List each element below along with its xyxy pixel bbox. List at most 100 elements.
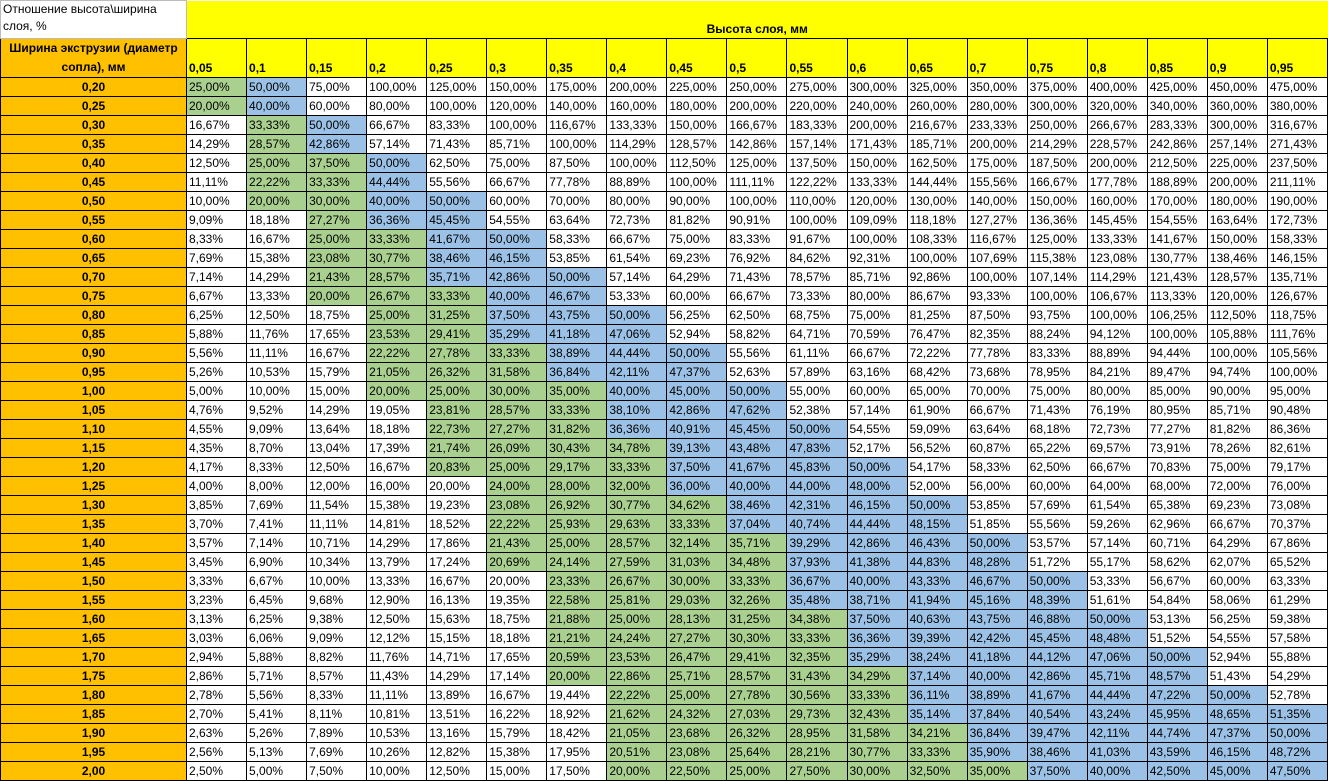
ratio-cell[interactable]: 28,21% — [786, 742, 848, 762]
ratio-cell[interactable]: 52,94% — [666, 324, 728, 344]
ratio-cell[interactable]: 44,83% — [906, 552, 968, 572]
ratio-cell[interactable]: 21,88% — [546, 609, 608, 629]
ratio-cell[interactable]: 30,43% — [546, 438, 608, 458]
ratio-cell[interactable]: 41,67% — [726, 457, 788, 477]
ratio-cell[interactable]: 50,00% — [606, 305, 668, 325]
ratio-cell[interactable]: 107,69% — [966, 248, 1028, 268]
ratio-cell[interactable]: 75,00% — [1026, 381, 1088, 401]
ratio-cell[interactable]: 69,57% — [1086, 438, 1148, 458]
ratio-cell[interactable]: 61,54% — [1086, 495, 1148, 515]
ratio-cell[interactable]: 93,33% — [966, 286, 1028, 306]
ratio-cell[interactable]: 82,35% — [966, 324, 1028, 344]
ratio-cell[interactable]: 33,33% — [426, 286, 488, 306]
ratio-cell[interactable]: 61,11% — [786, 343, 848, 363]
ratio-cell[interactable]: 59,09% — [906, 419, 968, 439]
ratio-cell[interactable]: 76,92% — [726, 248, 788, 268]
ratio-cell[interactable]: 25,93% — [546, 514, 608, 534]
row-header-width[interactable]: 1,25 — [0, 476, 187, 496]
ratio-cell[interactable]: 68,00% — [1146, 476, 1208, 496]
ratio-cell[interactable]: 13,33% — [246, 286, 308, 306]
ratio-cell[interactable]: 140,00% — [546, 96, 608, 116]
row-header-width[interactable]: 0,50 — [0, 191, 187, 211]
ratio-cell[interactable]: 166,67% — [1026, 172, 1088, 192]
ratio-cell[interactable]: 128,57% — [666, 134, 728, 154]
ratio-cell[interactable]: 3,03% — [185, 628, 248, 648]
ratio-cell[interactable]: 7,50% — [306, 761, 368, 781]
ratio-cell[interactable]: 200,00% — [1206, 172, 1268, 192]
ratio-cell[interactable]: 5,56% — [185, 343, 248, 363]
ratio-cell[interactable]: 2,70% — [185, 704, 248, 724]
row-header-width[interactable]: 1,35 — [0, 514, 187, 534]
ratio-cell[interactable]: 12,90% — [366, 590, 428, 610]
ratio-cell[interactable]: 163,64% — [1206, 210, 1268, 230]
ratio-cell[interactable]: 25,00% — [726, 761, 788, 781]
ratio-cell[interactable]: 10,00% — [185, 191, 248, 211]
row-header-width[interactable]: 0,45 — [0, 172, 187, 192]
ratio-cell[interactable]: 65,38% — [1146, 495, 1208, 515]
ratio-cell[interactable]: 64,29% — [666, 267, 728, 287]
column-header-height[interactable]: 0,85 — [1146, 38, 1208, 78]
ratio-cell[interactable]: 51,61% — [1086, 590, 1148, 610]
column-header-height[interactable]: 0,35 — [546, 38, 608, 78]
ratio-cell[interactable]: 38,10% — [606, 400, 668, 420]
ratio-cell[interactable]: 32,50% — [906, 761, 968, 781]
ratio-cell[interactable]: 7,89% — [306, 723, 368, 743]
ratio-cell[interactable]: 40,00% — [846, 571, 908, 591]
ratio-cell[interactable]: 35,14% — [906, 704, 968, 724]
ratio-cell[interactable]: 33,33% — [306, 172, 368, 192]
ratio-cell[interactable]: 18,75% — [486, 609, 548, 629]
ratio-cell[interactable]: 36,00% — [666, 476, 728, 496]
ratio-cell[interactable]: 52,63% — [726, 362, 788, 382]
ratio-cell[interactable]: 25,00% — [546, 533, 608, 553]
ratio-cell[interactable]: 25,00% — [185, 77, 248, 97]
ratio-cell[interactable]: 22,22% — [246, 172, 308, 192]
ratio-cell[interactable]: 40,00% — [966, 666, 1028, 686]
ratio-cell[interactable]: 23,33% — [546, 571, 608, 591]
ratio-cell[interactable]: 30,00% — [486, 381, 548, 401]
ratio-cell[interactable]: 32,26% — [726, 590, 788, 610]
ratio-cell[interactable]: 9,52% — [246, 400, 308, 420]
ratio-cell[interactable]: 19,05% — [366, 400, 428, 420]
ratio-cell[interactable]: 43,24% — [1086, 704, 1148, 724]
ratio-cell[interactable]: 6,45% — [246, 590, 308, 610]
ratio-cell[interactable]: 83,33% — [726, 229, 788, 249]
ratio-cell[interactable]: 15,15% — [426, 628, 488, 648]
ratio-cell[interactable]: 118,75% — [1266, 305, 1328, 325]
ratio-cell[interactable]: 113,33% — [1146, 286, 1208, 306]
ratio-cell[interactable]: 33,33% — [366, 229, 428, 249]
ratio-cell[interactable]: 170,00% — [1146, 191, 1208, 211]
ratio-cell[interactable]: 154,55% — [1146, 210, 1208, 230]
ratio-cell[interactable]: 43,59% — [1146, 742, 1208, 762]
ratio-cell[interactable]: 12,12% — [366, 628, 428, 648]
row-header-width[interactable]: 0,65 — [0, 248, 187, 268]
ratio-cell[interactable]: 123,08% — [1086, 248, 1148, 268]
ratio-cell[interactable]: 78,95% — [1026, 362, 1088, 382]
ratio-cell[interactable]: 100,00% — [846, 229, 908, 249]
column-header-height[interactable]: 0,95 — [1266, 38, 1328, 78]
ratio-cell[interactable]: 64,00% — [1086, 476, 1148, 496]
ratio-cell[interactable]: 190,00% — [1266, 191, 1328, 211]
ratio-cell[interactable]: 31,25% — [426, 305, 488, 325]
ratio-cell[interactable]: 150,00% — [486, 77, 548, 97]
ratio-cell[interactable]: 112,50% — [666, 153, 728, 173]
ratio-cell[interactable]: 75,00% — [306, 77, 368, 97]
ratio-cell[interactable]: 57,89% — [786, 362, 848, 382]
ratio-cell[interactable]: 73,91% — [1146, 438, 1208, 458]
ratio-cell[interactable]: 41,18% — [546, 324, 608, 344]
ratio-cell[interactable]: 25,64% — [726, 742, 788, 762]
ratio-cell[interactable]: 92,31% — [846, 248, 908, 268]
ratio-cell[interactable]: 60,00% — [486, 191, 548, 211]
ratio-cell[interactable]: 63,16% — [846, 362, 908, 382]
row-header-width[interactable]: 0,85 — [0, 324, 187, 344]
ratio-cell[interactable]: 5,00% — [185, 381, 248, 401]
ratio-cell[interactable]: 95,00% — [1266, 381, 1328, 401]
ratio-cell[interactable]: 57,69% — [1026, 495, 1088, 515]
ratio-cell[interactable]: 25,00% — [666, 685, 728, 705]
ratio-cell[interactable]: 63,64% — [966, 419, 1028, 439]
ratio-cell[interactable]: 100,00% — [1266, 362, 1328, 382]
row-header-width[interactable]: 1,20 — [0, 457, 187, 477]
ratio-cell[interactable]: 105,88% — [1206, 324, 1268, 344]
ratio-cell[interactable]: 50,00% — [1146, 647, 1208, 667]
ratio-cell[interactable]: 19,44% — [546, 685, 608, 705]
ratio-cell[interactable]: 41,67% — [426, 229, 488, 249]
